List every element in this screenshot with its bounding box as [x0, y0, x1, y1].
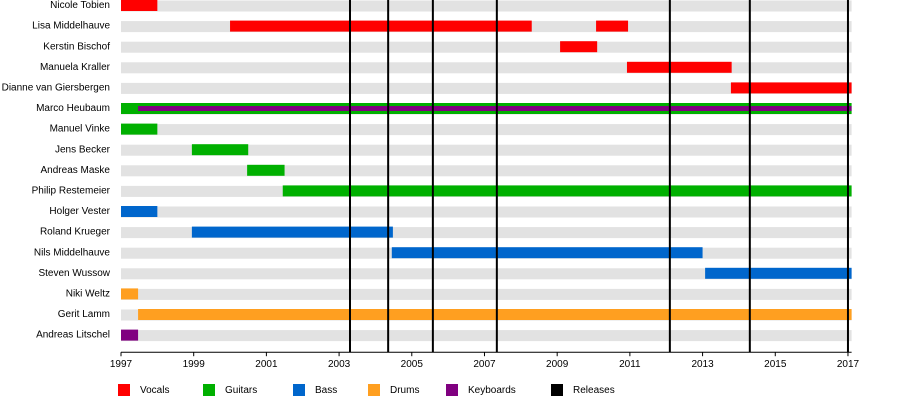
- row-stripe: [121, 62, 852, 74]
- legend-label: Bass: [315, 385, 337, 396]
- legend-swatch: [446, 384, 458, 396]
- row-stripe: [121, 206, 852, 218]
- member-label: Steven Wussow: [38, 268, 110, 279]
- member-bar: [626, 61, 732, 73]
- member-bar: [596, 20, 629, 32]
- member-label: Nicole Tobien: [50, 0, 110, 11]
- row-stripe: [121, 41, 852, 53]
- member-bar: [282, 185, 852, 197]
- member-bar: [191, 226, 393, 238]
- legend-swatch: [368, 384, 380, 396]
- member-bar: [730, 82, 852, 94]
- member-label: Lisa Middelhauve: [32, 21, 110, 32]
- member-bar: [121, 0, 158, 11]
- member-label: Niki Weltz: [66, 289, 110, 300]
- legend-swatch: [551, 384, 563, 396]
- member-label: Kerstin Bischof: [43, 41, 110, 52]
- member-label: Roland Krueger: [40, 227, 111, 238]
- x-tick-label: 2013: [691, 359, 714, 370]
- member-label: Gerit Lamm: [58, 309, 110, 320]
- x-tick-label: 1997: [110, 359, 133, 370]
- legend-label: Keyboards: [468, 385, 516, 396]
- member-label: Philip Restemeier: [32, 186, 111, 197]
- row-stripe: [121, 268, 852, 280]
- row-stripe: [121, 124, 852, 136]
- member-bar: [391, 247, 703, 259]
- row-stripe: [121, 82, 852, 94]
- legend-label: Drums: [390, 385, 419, 396]
- x-tick-label: 2017: [837, 359, 860, 370]
- row-stripe: [121, 288, 852, 300]
- member-label: Nils Middelhauve: [34, 247, 111, 258]
- x-tick-label: 2001: [255, 359, 278, 370]
- member-bar: [247, 164, 285, 176]
- member-label: Andreas Maske: [41, 165, 111, 176]
- row-stripe: [121, 165, 852, 177]
- row-stripe: [121, 144, 852, 156]
- legend-label: Releases: [573, 385, 615, 396]
- legend-label: Guitars: [225, 385, 257, 396]
- member-bar: [230, 20, 532, 32]
- member-bar: [560, 41, 598, 53]
- legend-swatch: [293, 384, 305, 396]
- member-bar: [705, 267, 852, 279]
- member-label: Jens Becker: [55, 144, 111, 155]
- legend-label: Vocals: [140, 385, 169, 396]
- member-bar: [121, 329, 139, 341]
- row-stripe: [121, 227, 852, 239]
- x-tick-label: 2007: [473, 359, 496, 370]
- x-tick-label: 1999: [183, 359, 206, 370]
- member-label: Holger Vester: [49, 206, 110, 217]
- x-tick-label: 2005: [401, 359, 424, 370]
- x-tick-label: 2015: [764, 359, 787, 370]
- member-bar: [121, 206, 158, 217]
- member-bar: [138, 309, 852, 320]
- legend-swatch: [203, 384, 215, 396]
- member-bar: [138, 106, 852, 111]
- member-label: Dianne van Giersbergen: [2, 83, 110, 94]
- member-bar: [121, 123, 158, 135]
- x-tick-label: 2011: [619, 359, 641, 370]
- row-stripe: [121, 0, 852, 12]
- x-tick-label: 2003: [328, 359, 351, 370]
- x-tick-label: 2009: [546, 359, 569, 370]
- member-bar: [191, 144, 249, 156]
- member-label: Manuela Kraller: [40, 62, 111, 73]
- member-label: Marco Heubaum: [36, 103, 110, 114]
- member-bar: [121, 288, 139, 300]
- member-label: Manuel Vinke: [50, 124, 111, 135]
- member-label: Andreas Litschel: [36, 330, 110, 341]
- row-stripe: [121, 330, 852, 342]
- legend-swatch: [118, 384, 130, 396]
